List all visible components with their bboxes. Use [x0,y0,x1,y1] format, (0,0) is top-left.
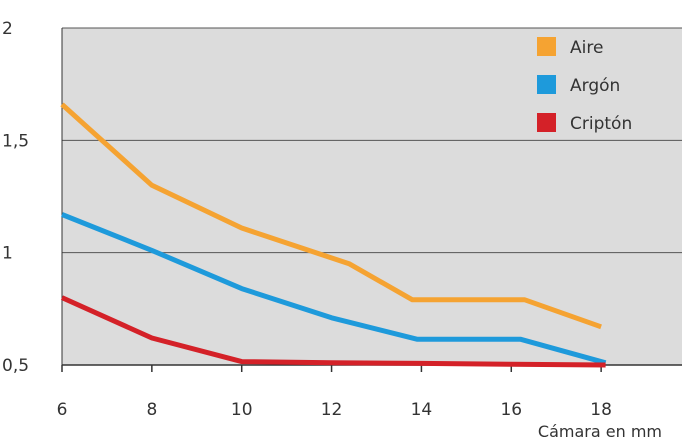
series-line-argón [61,212,607,366]
plot-background [62,28,682,365]
x-tick-label: 16 [500,400,522,420]
x-tick-label: 6 [57,400,68,420]
y-tick-label: 0,5 [2,356,29,376]
legend-label: Aire [570,38,603,58]
legend-swatch [537,37,556,56]
series-line-aire [60,102,602,330]
x-tick-label: 10 [231,400,253,420]
y-tick-label: 1,5 [2,131,29,151]
x-tick-label: 18 [590,400,612,420]
grid-lines [62,27,682,254]
y-tick-label: 2 [2,19,13,39]
x-axis-label: Cámara en mm [538,422,662,441]
y-tick-label: 1 [2,244,13,264]
legend-swatch [537,75,556,94]
legend-label: Argón [570,76,620,96]
legend-label: Criptón [570,114,632,134]
legend: Aire Argón Criptón [537,37,632,134]
series-lines [60,102,607,368]
x-tick-label: 14 [411,400,433,420]
x-tick-label: 8 [146,400,157,420]
series-line-criptón [60,295,606,368]
x-tick-label: 12 [321,400,343,420]
legend-swatch [537,113,556,132]
